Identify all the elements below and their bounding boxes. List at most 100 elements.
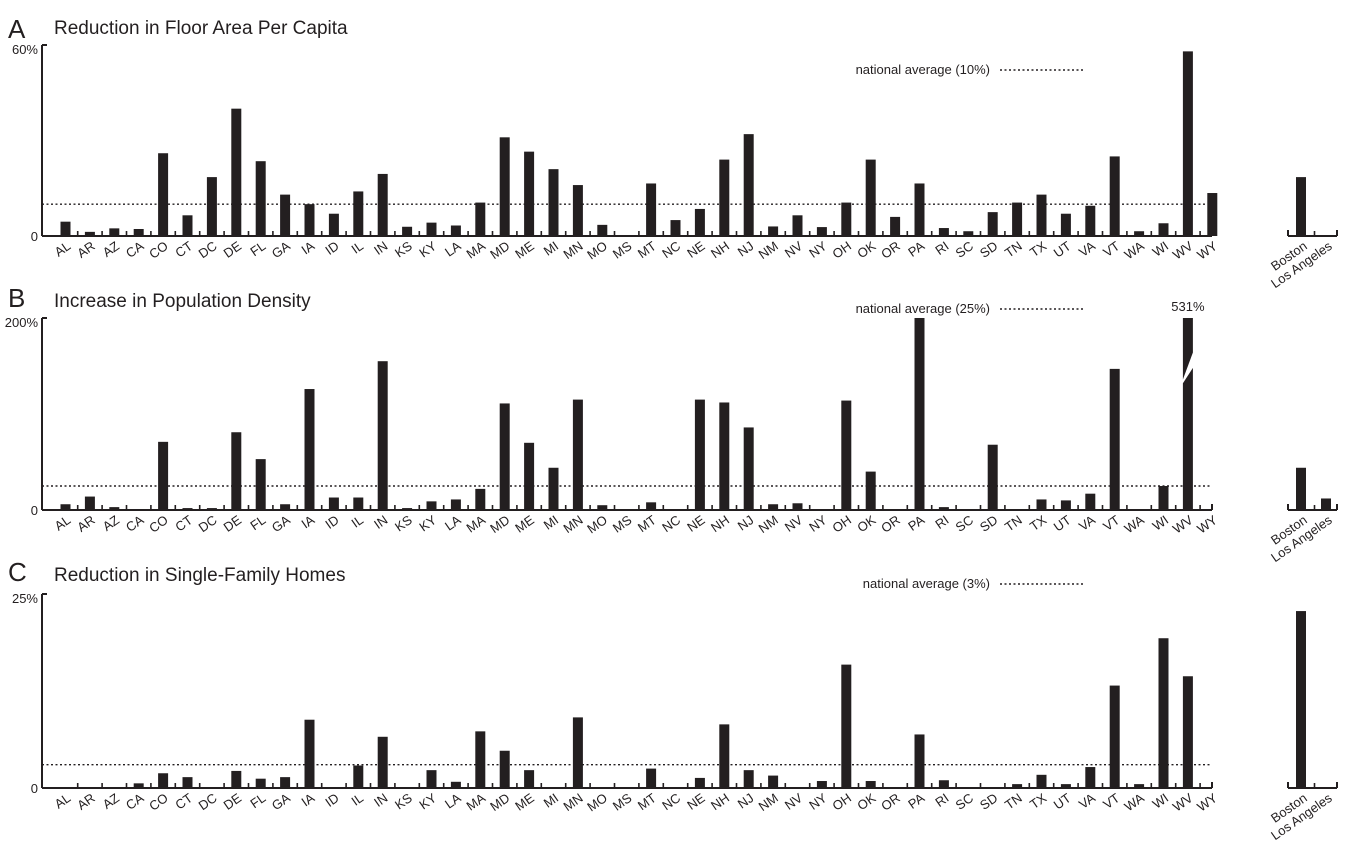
bar-fl	[255, 161, 266, 236]
bar-ga	[280, 504, 291, 510]
bar-ny	[816, 227, 827, 236]
bar-de	[231, 770, 242, 788]
x-tick-label: SC	[953, 790, 976, 813]
panel-title: Reduction in Floor Area Per Capita	[54, 18, 348, 39]
x-tick-label: WA	[1121, 790, 1147, 814]
bar-ri	[938, 507, 949, 510]
x-tick-label: CA	[123, 238, 147, 261]
bar-ct	[182, 508, 193, 510]
x-tick-label: MD	[487, 512, 512, 536]
x-tick-label: DC	[196, 238, 220, 261]
y-tick-label-top: 60%	[12, 42, 38, 57]
x-tick-label: ME	[512, 238, 537, 262]
bar-ma	[475, 202, 486, 236]
national-average-label: national average (10%)	[856, 62, 990, 77]
x-tick-label: ME	[512, 512, 537, 536]
x-tick-label: SD	[977, 238, 1000, 261]
x-tick-label: IL	[349, 238, 366, 257]
x-tick-label: OH	[829, 238, 854, 261]
bar-ut	[1060, 213, 1071, 236]
x-tick-label: TX	[1027, 238, 1049, 260]
city-bar-boston	[1296, 177, 1306, 236]
bar-ar	[84, 231, 95, 236]
bar-pa	[914, 734, 925, 788]
x-tick-label: MN	[560, 512, 585, 536]
x-tick-label: VA	[1076, 790, 1098, 812]
x-tick-label: VA	[1076, 512, 1098, 534]
x-tick-label: RI	[932, 238, 951, 258]
x-tick-label: NM	[756, 238, 781, 262]
bar-ne	[694, 208, 705, 236]
national-average-label: national average (3%)	[863, 576, 990, 591]
x-tick-label: LA	[442, 790, 464, 812]
bar-ma	[475, 488, 486, 510]
city-bar-boston	[1296, 467, 1306, 510]
bar-va	[1085, 205, 1096, 236]
bar-mt	[646, 502, 657, 510]
x-tick-label: WV	[1170, 790, 1196, 814]
x-tick-label: NH	[708, 238, 732, 261]
x-tick-label: NC	[659, 512, 683, 535]
x-tick-label: IN	[371, 238, 390, 258]
bar-md	[499, 750, 510, 788]
bar-de	[231, 432, 242, 510]
x-tick-label: ID	[322, 790, 341, 810]
x-tick-label: GA	[269, 512, 293, 535]
x-tick-label: KS	[392, 790, 415, 812]
x-tick-label: RI	[932, 790, 951, 810]
x-tick-label: MT	[635, 238, 659, 261]
x-tick-label: DC	[196, 512, 220, 535]
bar-mo	[597, 505, 608, 510]
bar-fl	[255, 459, 266, 510]
x-tick-label: SC	[953, 238, 976, 261]
x-tick-label: KY	[416, 790, 439, 812]
x-tick-label: KS	[392, 238, 415, 260]
national-average-label: national average (25%)	[856, 301, 990, 316]
x-tick-label: AL	[52, 790, 74, 811]
bar-ia	[304, 204, 315, 236]
x-tick-label: TX	[1027, 790, 1049, 812]
x-tick-label: IA	[299, 512, 318, 532]
bar-la	[450, 499, 461, 510]
x-tick-label: AR	[74, 790, 97, 813]
panel-letter: A	[8, 14, 26, 44]
bar-mi	[548, 467, 559, 510]
bar-co	[158, 441, 169, 510]
bar-il	[353, 191, 364, 236]
bar-wv	[1182, 51, 1193, 236]
x-tick-label: NM	[756, 512, 781, 536]
bar-in	[377, 361, 388, 510]
x-tick-label: ID	[322, 512, 341, 532]
x-tick-label: GA	[269, 790, 293, 813]
bar-ok	[865, 159, 876, 236]
bar-ne	[694, 777, 705, 788]
x-tick-label: WY	[1194, 238, 1220, 262]
x-tick-label: CA	[123, 512, 147, 535]
bar-md	[499, 137, 510, 236]
x-tick-label: UT	[1051, 512, 1074, 534]
bar-ky	[426, 222, 437, 236]
bar-ut	[1060, 500, 1071, 510]
bar-nj	[743, 134, 754, 236]
bar-mn	[572, 717, 583, 788]
bar-de	[231, 108, 242, 236]
bar-co	[158, 153, 169, 236]
x-tick-label: IL	[349, 790, 366, 809]
x-tick-label: MO	[584, 238, 610, 262]
bar-nh	[719, 159, 730, 236]
bar-tx	[1036, 774, 1047, 788]
bar-ca	[133, 228, 144, 236]
bar-ca	[133, 783, 144, 788]
bar-tn	[1012, 202, 1023, 236]
bar-la	[450, 781, 461, 788]
x-tick-label: CT	[172, 790, 195, 812]
x-tick-label: PA	[905, 238, 927, 260]
x-tick-label: NE	[684, 790, 708, 813]
x-tick-label: MI	[541, 238, 561, 259]
x-tick-label: VT	[1100, 238, 1122, 260]
x-tick-label: AZ	[100, 238, 122, 260]
x-tick-label: AR	[74, 512, 97, 535]
y-tick-label-top: 25%	[12, 591, 38, 606]
bar-ga	[280, 777, 291, 788]
bar-wa	[1134, 231, 1145, 236]
